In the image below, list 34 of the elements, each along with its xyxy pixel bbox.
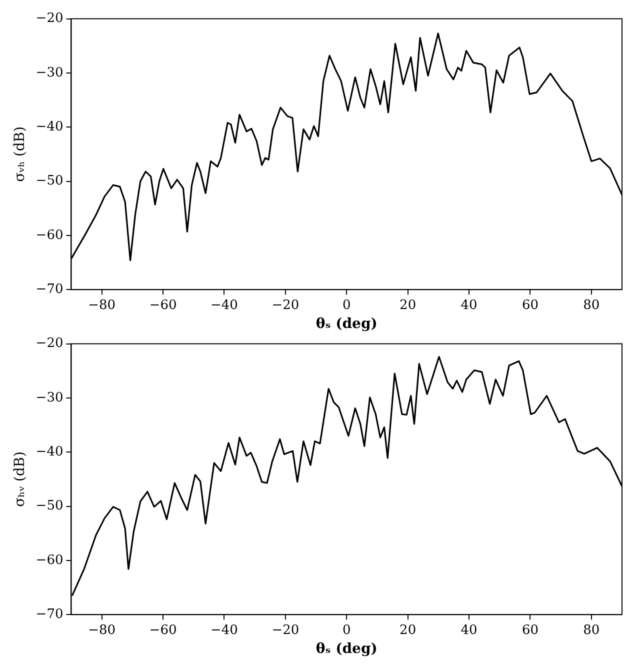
x-tick-label: 20 (400, 298, 416, 313)
x-tick-label: 80 (583, 622, 600, 638)
y-tick-label: −20 (36, 336, 64, 352)
y-axis-title: σₕᵥ (dB) (12, 451, 28, 507)
x-tick-label: 80 (583, 298, 600, 313)
x-tick-label: −20 (272, 298, 300, 313)
x-tick-label: 40 (460, 622, 478, 638)
y-tick-label: −60 (36, 228, 64, 243)
x-tick-label: −60 (149, 622, 177, 638)
x-axis-title: θₛ (deg) (316, 641, 378, 658)
y-tick-label: −30 (36, 65, 64, 80)
x-tick-label: −40 (210, 298, 238, 313)
y-tick-label: −60 (36, 552, 64, 568)
x-tick-label: −60 (149, 298, 177, 313)
x-tick-label: −80 (88, 298, 116, 313)
x-tick-label: 0 (342, 622, 351, 638)
x-tick-label: 0 (342, 298, 351, 313)
x-axis-title: θₛ (deg) (316, 316, 378, 332)
x-tick-label: 20 (400, 622, 416, 638)
y-tick-label: −40 (36, 444, 64, 460)
x-tick-label: −80 (88, 622, 116, 638)
y-tick-label: −20 (36, 11, 64, 26)
y-tick-label: −50 (36, 498, 64, 514)
x-tick-label: 60 (522, 622, 538, 638)
y-tick-label: −30 (36, 390, 64, 406)
y-tick-label: −40 (36, 119, 64, 134)
x-tick-label: 40 (460, 298, 478, 313)
y-tick-label: −70 (36, 282, 64, 297)
x-tick-label: 60 (522, 298, 538, 313)
y-tick-label: −70 (36, 606, 64, 622)
x-tick-label: −40 (210, 622, 238, 638)
x-tick-label: −20 (272, 622, 300, 638)
y-axis-title: σᵥₕ (dB) (12, 126, 28, 182)
y-tick-label: −50 (36, 174, 64, 189)
